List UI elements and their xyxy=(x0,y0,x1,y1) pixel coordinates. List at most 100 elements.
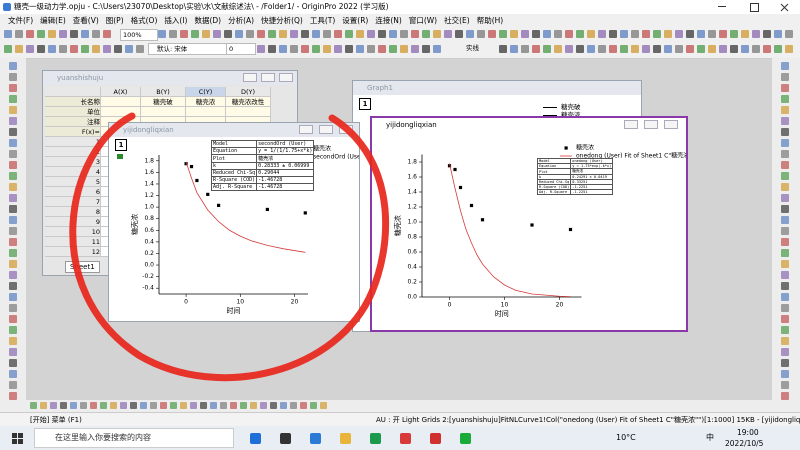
toolbar-icon[interactable] xyxy=(422,45,430,53)
toolbar-icon[interactable] xyxy=(781,249,789,257)
toolbar-icon[interactable] xyxy=(781,304,789,312)
toolbar-icon[interactable] xyxy=(202,30,210,38)
toolbar-icon[interactable] xyxy=(270,402,277,409)
toolbar-icon[interactable] xyxy=(781,238,789,246)
toolbar-icon[interactable] xyxy=(781,117,789,125)
maximize-button[interactable] xyxy=(750,3,759,12)
toolbar-icon[interactable] xyxy=(81,45,89,53)
toolbar-icon[interactable] xyxy=(378,30,386,38)
toolbar-icon[interactable] xyxy=(169,30,177,38)
toolbar-icon[interactable] xyxy=(230,402,237,409)
toolbar-icon[interactable] xyxy=(120,402,127,409)
toolbar-icon[interactable] xyxy=(130,402,137,409)
toolbar-icon[interactable] xyxy=(653,30,661,38)
toolbar-icon[interactable] xyxy=(781,370,789,378)
toolbar-icon[interactable] xyxy=(103,45,111,53)
input-method[interactable]: 中 xyxy=(706,433,714,442)
menu-item[interactable]: 格式(O) xyxy=(130,16,158,25)
toolbar-icon[interactable] xyxy=(675,30,683,38)
graph-window[interactable]: yijidongliqxian 1 -0.4 -0.2 0.0 0.2 0.4 0.6 0.… xyxy=(108,122,360,322)
toolbar-icon[interactable] xyxy=(763,30,771,38)
toolbar-icon[interactable] xyxy=(190,402,197,409)
toolbar-icon[interactable] xyxy=(781,205,789,213)
toolbar-icon[interactable] xyxy=(642,30,650,38)
toolbar-icon[interactable] xyxy=(774,30,782,38)
toolbar-icon[interactable] xyxy=(59,30,67,38)
toolbar-icon[interactable] xyxy=(781,359,789,367)
toolbar-icon[interactable] xyxy=(664,45,672,53)
font-box[interactable]: 默认: 宋体 xyxy=(148,43,228,55)
clock-date[interactable]: 2022/10/5 xyxy=(725,439,764,448)
toolbar-icon[interactable] xyxy=(257,30,265,38)
toolbar-icon[interactable] xyxy=(200,402,207,409)
menu-item[interactable]: 窗口(W) xyxy=(408,16,438,25)
toolbar-icon[interactable] xyxy=(280,402,287,409)
toolbar-icon[interactable] xyxy=(510,45,518,53)
toolbar-icon[interactable] xyxy=(781,194,789,202)
toolbar-icon[interactable] xyxy=(466,30,474,38)
toolbar-icon[interactable] xyxy=(301,45,309,53)
toolbar-icon[interactable] xyxy=(719,30,727,38)
toolbar-icon[interactable] xyxy=(30,402,37,409)
toolbar-icon[interactable] xyxy=(781,73,789,81)
toolbar-icon[interactable] xyxy=(631,30,639,38)
toolbar-icon[interactable] xyxy=(26,30,34,38)
toolbar-icon[interactable] xyxy=(191,30,199,38)
toolbar-icon[interactable] xyxy=(785,30,793,38)
toolbar-icon[interactable] xyxy=(81,30,89,38)
menu-item[interactable]: 查看(V) xyxy=(72,16,99,25)
toolbar-icon[interactable] xyxy=(543,45,551,53)
taskbar-app-icon[interactable] xyxy=(460,433,471,444)
toolbar-icon[interactable] xyxy=(741,30,749,38)
toolbar-icon[interactable] xyxy=(576,45,584,53)
toolbar-icon[interactable] xyxy=(9,161,17,169)
toolbar-icon[interactable] xyxy=(48,30,56,38)
toolbar-icon[interactable] xyxy=(411,45,419,53)
toolbar-icon[interactable] xyxy=(80,402,87,409)
minimize-button[interactable] xyxy=(243,73,257,82)
toolbar-icon[interactable] xyxy=(521,30,529,38)
toolbar-icon[interactable] xyxy=(565,30,573,38)
toolbar-icon[interactable] xyxy=(781,293,789,301)
menu-item[interactable]: 图(P) xyxy=(105,16,124,25)
toolbar-icon[interactable] xyxy=(37,45,45,53)
toolbar-icon[interactable] xyxy=(433,30,441,38)
toolbar-icon[interactable] xyxy=(70,45,78,53)
toolbar-icon[interactable] xyxy=(697,45,705,53)
toolbar-icon[interactable] xyxy=(642,45,650,53)
toolbar-icon[interactable] xyxy=(345,45,353,53)
toolbar-icon[interactable] xyxy=(389,45,397,53)
toolbar-icon[interactable] xyxy=(631,45,639,53)
toolbar-icon[interactable] xyxy=(90,402,97,409)
toolbar-icon[interactable] xyxy=(125,45,133,53)
taskbar-app-icon[interactable] xyxy=(340,433,351,444)
toolbar-icon[interactable] xyxy=(781,315,789,323)
toolbar-icon[interactable] xyxy=(356,30,364,38)
clock-time[interactable]: 19:00 xyxy=(737,428,759,437)
close-button[interactable] xyxy=(339,125,353,134)
toolbar-icon[interactable] xyxy=(752,45,760,53)
taskbar-app-icon[interactable] xyxy=(400,433,411,444)
toolbar-icon[interactable] xyxy=(367,45,375,53)
maximize-button[interactable] xyxy=(261,73,275,82)
toolbar-icon[interactable] xyxy=(100,402,107,409)
toolbar-icon[interactable] xyxy=(378,45,386,53)
toolbar-icon[interactable] xyxy=(781,139,789,147)
toolbar-icon[interactable] xyxy=(301,30,309,38)
toolbar-icon[interactable] xyxy=(92,30,100,38)
weather[interactable]: 10°C xyxy=(616,433,636,442)
toolbar-icon[interactable] xyxy=(250,402,257,409)
toolbar-icon[interactable] xyxy=(609,30,617,38)
toolbar-icon[interactable] xyxy=(180,402,187,409)
toolbar-icon[interactable] xyxy=(510,30,518,38)
toolbar-icon[interactable] xyxy=(9,260,17,268)
toolbar-icon[interactable] xyxy=(620,45,628,53)
toolbar-icon[interactable] xyxy=(158,30,166,38)
toolbar-icon[interactable] xyxy=(170,402,177,409)
toolbar-icon[interactable] xyxy=(213,30,221,38)
minimize-button[interactable] xyxy=(299,125,313,134)
taskbar-app-icon[interactable] xyxy=(280,433,291,444)
toolbar-icon[interactable] xyxy=(9,73,17,81)
sheet-tab[interactable]: Sheet1 xyxy=(65,261,100,273)
toolbar-icon[interactable] xyxy=(334,30,342,38)
